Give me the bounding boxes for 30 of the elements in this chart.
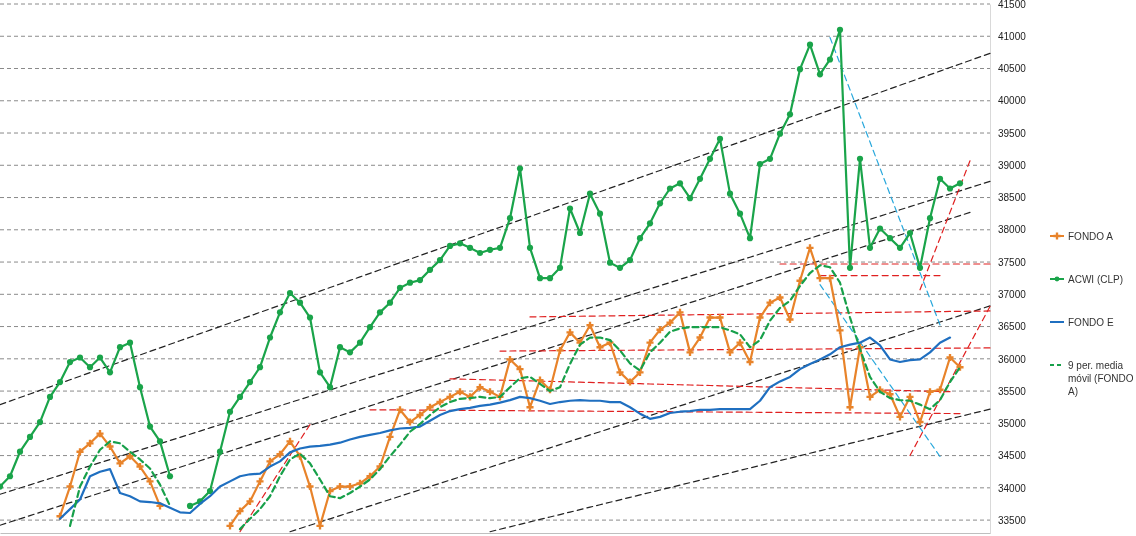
line-series — [819, 284, 941, 458]
y-tick-label: 39000 — [998, 159, 1027, 171]
y-tick-label: 37000 — [998, 289, 1027, 300]
legend-label: 9 per. media móvil (FONDO A) — [1068, 360, 1134, 397]
y-tick-label: 38500 — [998, 192, 1027, 204]
line-series — [489, 408, 991, 533]
y-tick-label: 34000 — [998, 482, 1027, 494]
legend-label: FONDO E — [1068, 317, 1114, 328]
y-tick-label: 35000 — [998, 418, 1027, 430]
y-tick-label: 41000 — [998, 30, 1027, 42]
y-tick-label: 41500 — [998, 0, 1027, 10]
y-tick-label: 33500 — [998, 514, 1027, 526]
line-series — [239, 424, 311, 533]
legend-label: FONDO A — [1068, 231, 1114, 242]
line-series — [0, 180, 991, 495]
y-tick-label: 35500 — [998, 385, 1027, 397]
line-series — [0, 52, 991, 406]
line-series — [0, 211, 971, 526]
y-tick-label: 36000 — [998, 353, 1027, 365]
y-tick-label: 39500 — [998, 127, 1027, 139]
line-series — [829, 36, 941, 326]
y-tick-label: 40500 — [998, 63, 1027, 75]
y-tick-label: 37500 — [998, 256, 1027, 268]
line-series — [58, 336, 952, 520]
y-tick-label: 38000 — [998, 224, 1027, 236]
legend-label: ACWI (CLP) — [1068, 274, 1123, 285]
y-tick-label: 40000 — [998, 95, 1027, 107]
y-tick-label: 36500 — [998, 321, 1027, 333]
line-series — [289, 305, 991, 533]
y-tick-label: 34500 — [998, 450, 1027, 462]
